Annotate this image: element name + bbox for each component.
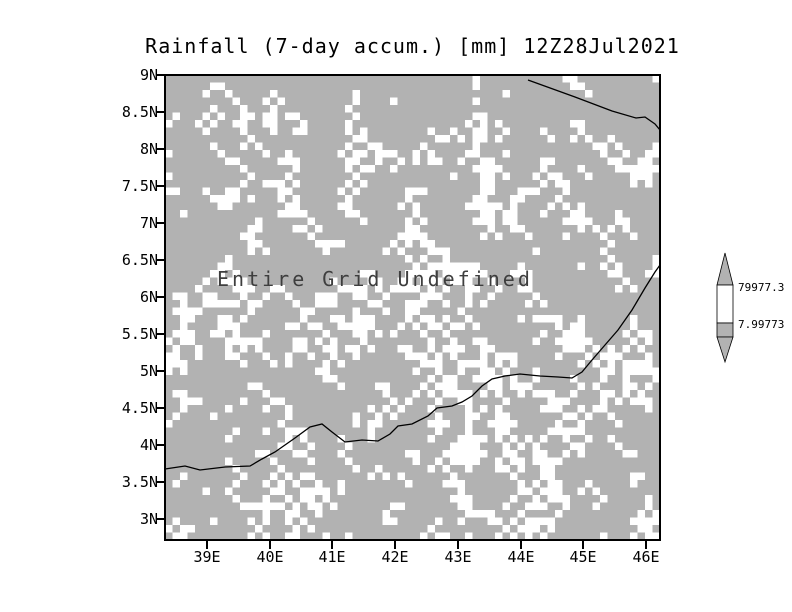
y-axis-tick-label: 9N	[139, 66, 158, 84]
colorbar-gray-segment	[716, 322, 734, 338]
colorbar-top-arrow	[716, 252, 734, 286]
colorbar-min-label: 7.99773	[738, 318, 785, 331]
x-axis-tick-label: 44E	[507, 548, 535, 566]
x-axis-tick-label: 40E	[256, 548, 284, 566]
y-axis-tick-label: 8N	[139, 140, 158, 158]
plot-title: Rainfall (7-day accum.) [mm] 12Z28Jul202…	[145, 34, 680, 58]
x-axis-tick-label: 39E	[193, 548, 221, 566]
y-axis-tick-label: 3.5N	[121, 473, 158, 491]
y-axis-tick-label: 7N	[139, 214, 158, 232]
undefined-speckle-pattern	[165, 75, 660, 540]
map-plot-area: Entire Grid Undefined	[165, 75, 660, 540]
y-axis-tick-label: 7.5N	[121, 177, 158, 195]
x-axis-tick-label: 46E	[632, 548, 660, 566]
y-axis-tick-label: 8.5N	[121, 103, 158, 121]
x-axis-tick-label: 45E	[569, 548, 597, 566]
x-axis-tick-label: 41E	[318, 548, 346, 566]
y-axis-tick-label: 3N	[139, 510, 158, 528]
y-axis-tick-label: 6N	[139, 288, 158, 306]
y-axis-tick-label: 5.5N	[121, 325, 158, 343]
y-axis-tick-label: 5N	[139, 362, 158, 380]
x-axis-tick-label: 42E	[381, 548, 409, 566]
y-axis-tick-label: 6.5N	[121, 251, 158, 269]
y-axis-tick-label: 4N	[139, 436, 158, 454]
undefined-grid-message: Entire Grid Undefined	[217, 267, 533, 291]
x-axis-tick-label: 43E	[444, 548, 472, 566]
colorbar	[716, 252, 734, 364]
colorbar-white-segment	[716, 284, 734, 324]
colorbar-bottom-arrow	[716, 336, 734, 364]
colorbar-max-label: 79977.3	[738, 281, 785, 294]
y-axis-tick-label: 4.5N	[121, 399, 158, 417]
